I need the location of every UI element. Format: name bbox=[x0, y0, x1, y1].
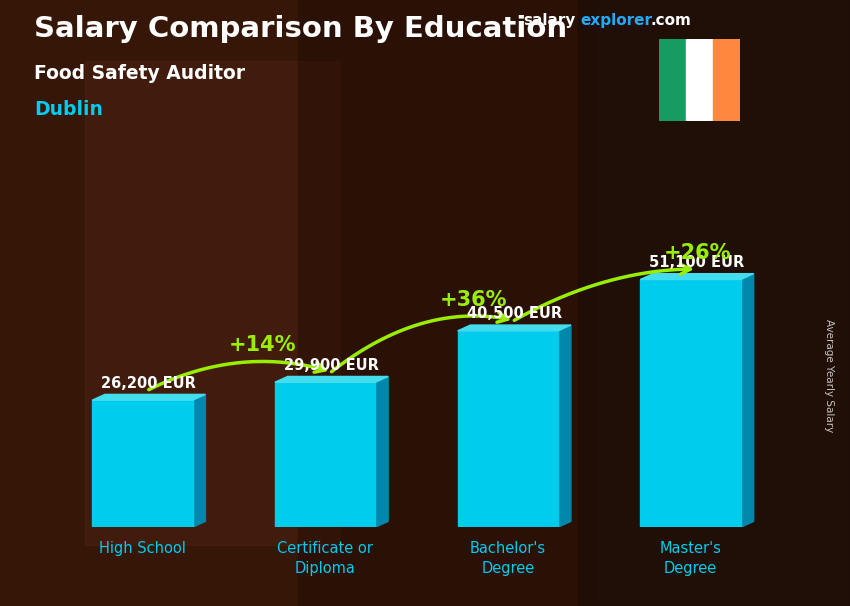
Bar bbox=[640, 279, 741, 527]
Text: Average Yearly Salary: Average Yearly Salary bbox=[824, 319, 834, 432]
Text: Food Safety Auditor: Food Safety Auditor bbox=[34, 64, 245, 82]
Text: +26%: +26% bbox=[663, 242, 731, 262]
Polygon shape bbox=[640, 274, 754, 279]
Text: +36%: +36% bbox=[440, 290, 507, 310]
Text: salary: salary bbox=[523, 13, 575, 28]
Bar bbox=[659, 39, 686, 121]
Polygon shape bbox=[741, 274, 754, 527]
Text: Dublin: Dublin bbox=[34, 100, 103, 119]
Bar bbox=[712, 39, 740, 121]
Polygon shape bbox=[558, 325, 571, 527]
Text: 29,900 EUR: 29,900 EUR bbox=[284, 358, 379, 373]
Text: +14%: +14% bbox=[229, 335, 297, 355]
Text: explorer: explorer bbox=[581, 13, 653, 28]
Bar bbox=[686, 39, 712, 121]
Bar bbox=[92, 400, 193, 527]
Text: 40,500 EUR: 40,500 EUR bbox=[467, 306, 562, 321]
Text: .com: .com bbox=[650, 13, 691, 28]
Bar bbox=[457, 331, 558, 527]
Text: 51,100 EUR: 51,100 EUR bbox=[649, 255, 745, 270]
Text: 26,200 EUR: 26,200 EUR bbox=[101, 376, 196, 391]
Polygon shape bbox=[193, 395, 206, 527]
Text: Salary Comparison By Education: Salary Comparison By Education bbox=[34, 15, 567, 43]
Polygon shape bbox=[376, 376, 388, 527]
Bar bbox=[275, 382, 376, 527]
Polygon shape bbox=[275, 376, 388, 382]
Polygon shape bbox=[457, 325, 571, 331]
Polygon shape bbox=[92, 395, 206, 400]
